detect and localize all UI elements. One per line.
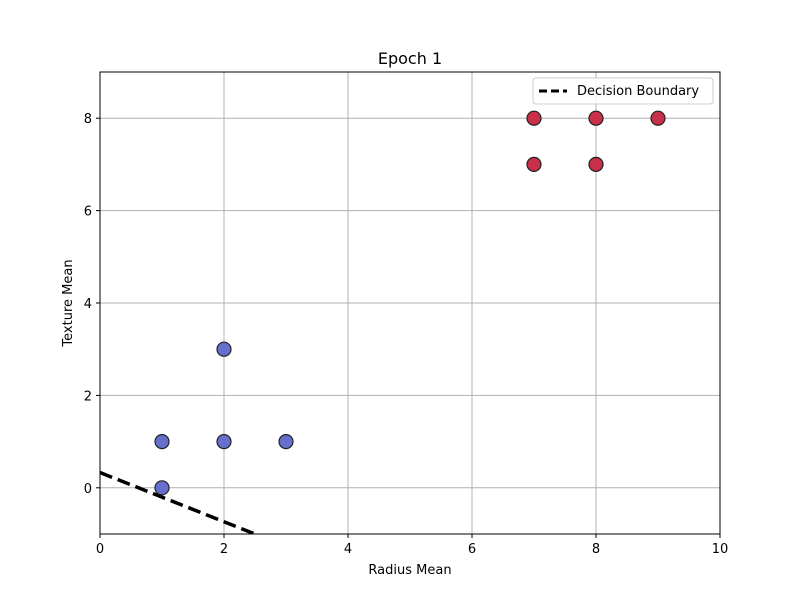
x-tick-label: 6 xyxy=(468,542,476,557)
data-point-class-0 xyxy=(154,480,170,496)
grid xyxy=(99,72,721,534)
y-axis-ticks: 0 2 4 6 8 xyxy=(84,112,100,497)
legend-label-decision-boundary: Decision Boundary xyxy=(577,84,699,99)
x-axis-label: Radius Mean xyxy=(368,563,451,578)
y-tick-label: 2 xyxy=(84,389,92,404)
data-point-class-0 xyxy=(216,341,232,357)
y-tick-label: 0 xyxy=(84,482,92,497)
chart-title: Epoch 1 xyxy=(378,49,442,68)
x-tick-label: 0 xyxy=(96,542,104,557)
data-point-class-1 xyxy=(650,110,666,126)
x-axis-ticks: 0 2 4 6 8 10 xyxy=(96,534,728,557)
data-point-class-1 xyxy=(526,110,542,126)
x-tick-label: 10 xyxy=(712,542,729,557)
points-layer xyxy=(154,110,666,496)
data-point-class-1 xyxy=(588,156,604,172)
decision-boundary-line xyxy=(100,470,256,534)
y-tick-label: 8 xyxy=(84,112,92,127)
x-tick-label: 4 xyxy=(344,542,352,557)
boundary-layer xyxy=(100,470,256,534)
data-point-class-0 xyxy=(216,434,232,450)
legend: Decision Boundary xyxy=(532,77,714,105)
legend-box xyxy=(532,77,714,105)
y-tick-label: 4 xyxy=(84,297,92,312)
x-tick-label: 8 xyxy=(592,542,600,557)
data-point-class-0 xyxy=(154,434,170,450)
x-tick-label: 2 xyxy=(220,542,228,557)
y-axis-label: Texture Mean xyxy=(61,259,76,347)
data-point-class-1 xyxy=(588,110,604,126)
data-point-class-1 xyxy=(526,156,542,172)
data-point-class-0 xyxy=(278,434,294,450)
y-tick-label: 6 xyxy=(84,205,92,220)
